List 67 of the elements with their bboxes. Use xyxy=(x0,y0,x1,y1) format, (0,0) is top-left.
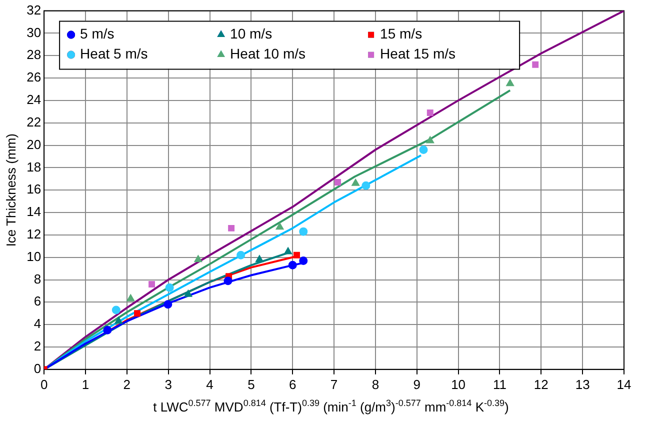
legend-label: 10 m/s xyxy=(230,26,272,42)
point xyxy=(134,310,140,317)
x-tick-label: 2 xyxy=(123,376,131,392)
legend-label: Heat 5 m/s xyxy=(80,46,148,62)
point xyxy=(426,110,434,116)
y-tick-label: 30 xyxy=(26,24,42,40)
x-tick-label: 14 xyxy=(616,376,632,392)
point xyxy=(126,294,134,302)
x-tick-label: 3 xyxy=(164,376,172,392)
y-tick-label: 0 xyxy=(34,360,42,376)
y-tick-label: 16 xyxy=(26,182,42,197)
point xyxy=(114,316,122,324)
point xyxy=(352,179,360,186)
y-tick-label: 6 xyxy=(34,294,42,309)
point xyxy=(334,179,341,186)
y-axis-title: Ice Thickness (mm) xyxy=(3,134,18,247)
y-tick-label: 12 xyxy=(26,226,42,242)
x-tick-label: 12 xyxy=(534,376,548,392)
point xyxy=(165,283,174,292)
y-tick-label: 8 xyxy=(34,271,42,286)
x-tick-label: 6 xyxy=(288,376,296,392)
y-tick-label: 18 xyxy=(26,159,42,174)
point xyxy=(224,276,232,286)
x-tick-label: 8 xyxy=(372,376,380,392)
x-tick-label: 11 xyxy=(492,376,506,392)
y-tick-label: 4 xyxy=(34,316,42,332)
point xyxy=(184,290,192,297)
text: t LWC$^{0.577}$ MVD$^{0.814}$ (Tf-T)$^{0.39}$ (min$^{-1}$ (g/m$^{3}$)$^{-0.577}$ mm$^{-0.814}$ K$^{-0.39}$) xyxy=(153,398,509,414)
point xyxy=(256,255,264,262)
point xyxy=(236,250,246,260)
legend-label: 5 m/s xyxy=(80,26,114,42)
point xyxy=(194,255,202,262)
x-tick-label: 9 xyxy=(413,376,420,392)
x-tick-label: 13 xyxy=(575,376,590,392)
point xyxy=(426,136,434,144)
point xyxy=(284,247,292,254)
point xyxy=(294,252,300,258)
point xyxy=(299,256,308,265)
point xyxy=(164,300,172,309)
x-tick-label: 4 xyxy=(206,376,214,392)
point xyxy=(276,222,284,230)
point xyxy=(299,227,308,236)
y-tick-label: 26 xyxy=(26,70,42,85)
point xyxy=(506,79,514,86)
legend-label: 15 m/s xyxy=(380,26,422,42)
point xyxy=(532,61,539,68)
y-tick-label: 2 xyxy=(34,338,42,354)
y-tick-label: 20 xyxy=(26,136,42,152)
point xyxy=(228,224,235,232)
y-tick-label: 10 xyxy=(26,248,42,264)
point xyxy=(103,326,112,334)
point xyxy=(288,260,297,270)
x-tick-label: 7 xyxy=(330,376,338,392)
x-tick-label: 1 xyxy=(82,376,90,392)
legend-label: Heat 15 m/s xyxy=(380,46,456,62)
y-tick-label: 32 xyxy=(26,2,42,18)
y-tick-label: 28 xyxy=(26,47,42,62)
y-tick-label: 22 xyxy=(26,114,42,130)
point xyxy=(419,146,428,154)
y-tick-label: 24 xyxy=(26,92,42,108)
point xyxy=(112,306,120,314)
legend-label: Heat 10 m/s xyxy=(230,46,306,62)
y-tick-label: 14 xyxy=(26,204,42,220)
point xyxy=(148,281,155,288)
point xyxy=(362,181,370,190)
x-tick-label: 5 xyxy=(248,376,255,392)
x-tick-label: 10 xyxy=(451,376,466,392)
